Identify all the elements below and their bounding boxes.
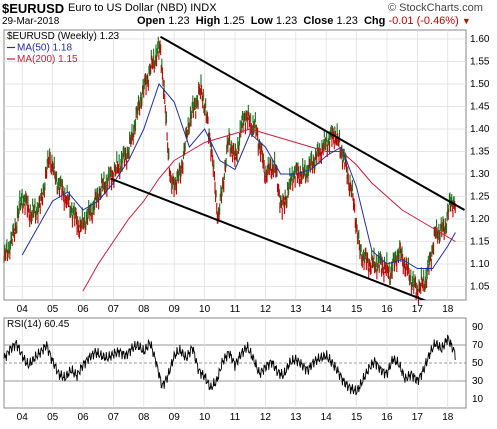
rsi-line [3,334,456,396]
rsi-y-tick-label: 90 [472,322,484,333]
channel-upper-line [160,35,465,211]
rsi-x-tick-label: 04 [17,412,29,423]
x-tick-label: 11 [230,304,241,315]
rsi-x-tick-label: 06 [77,412,89,423]
y-tick-label: 1.50 [470,79,490,90]
high-label: High [195,15,221,27]
y-tick-label: 1.05 [470,282,490,293]
rsi-x-tick-label: 15 [351,412,363,423]
x-tick-label: 18 [442,304,454,315]
x-tick-label: 09 [169,304,181,315]
y-tick-label: 1.40 [470,124,490,135]
rsi-x-tick-label: 05 [47,412,59,423]
x-tick-label: 13 [290,304,302,315]
high-value: 1.25 [223,15,245,27]
x-tick-label: 08 [138,304,150,315]
date-label: 29-Mar-2018 [2,16,60,27]
brand-label[interactable]: © StockCharts.com [388,2,483,14]
y-tick-label: 1.35 [470,147,490,158]
open-value: 1.23 [168,15,190,27]
y-tick-label: 1.45 [470,102,490,113]
x-tick-label: 15 [351,304,363,315]
x-tick-label: 12 [260,304,272,315]
symbol-description: Euro to US Dollar (NBD) INDX [68,2,217,14]
ohlc-summary: Open 1.23 High 1.25 Low 1.23 Close 1.23 … [137,16,471,27]
symbol-title: $EURUSD [2,1,65,16]
legend-entry: MA(50) 1.18 [17,43,72,54]
open-label: Open [137,15,166,27]
y-tick-label: 1.10 [470,259,490,270]
rsi-x-tick-label: 18 [442,412,454,423]
legend-entry: MA(200) 1.15 [17,54,78,65]
y-tick-label: 1.20 [470,214,490,225]
legend-entry: $EURUSD (Weekly) 1.23 [7,31,120,42]
rsi-y-tick-label: 10 [472,394,484,405]
y-tick-label: 1.15 [470,237,490,248]
x-tick-label: 16 [381,304,393,315]
x-tick-label: 07 [108,304,120,315]
x-tick-label: 04 [17,304,29,315]
rsi-x-tick-label: 11 [230,412,241,423]
low-value: 1.23 [275,15,298,27]
chg-label: Chg [363,15,386,27]
x-tick-label: 17 [412,304,424,315]
rsi-x-tick-label: 16 [381,412,393,423]
x-tick-label: 06 [77,304,89,315]
x-tick-label: 10 [199,304,211,315]
rsi-x-tick-label: 14 [321,412,333,423]
rsi-x-tick-label: 08 [138,412,150,423]
rsi-y-tick-label: 50 [472,358,484,369]
rsi-y-tick-label: 30 [472,376,484,387]
y-tick-label: 1.60 [470,34,490,45]
ma50-line [21,83,456,269]
y-tick-label: 1.30 [470,169,490,180]
rsi-y-tick-label: 70 [472,340,484,351]
rsi-x-tick-label: 12 [260,412,272,423]
triangle-down-icon: ▼ [461,16,471,26]
x-tick-label: 05 [47,304,59,315]
rsi-legend-entry: RSI(14) 60.45 [7,319,70,330]
rsi-x-tick-label: 09 [169,412,181,423]
y-tick-label: 1.55 [470,57,490,68]
x-tick-label: 14 [321,304,333,315]
rsi-x-tick-label: 07 [108,412,120,423]
channel-lower-line [110,177,427,300]
rsi-x-tick-label: 10 [199,412,211,423]
ma200-line [82,128,456,292]
low-label: Low [250,15,273,27]
close-label: Close [303,15,334,27]
rsi-x-tick-label: 17 [412,412,424,423]
y-tick-label: 1.25 [470,192,490,203]
rsi-x-tick-label: 13 [290,412,302,423]
chg-value: -0.01 (-0.46%) [388,15,459,27]
chart-header: $EURUSD Euro to US Dollar (NBD) INDX © S… [0,0,497,30]
close-value: 1.23 [336,15,358,27]
